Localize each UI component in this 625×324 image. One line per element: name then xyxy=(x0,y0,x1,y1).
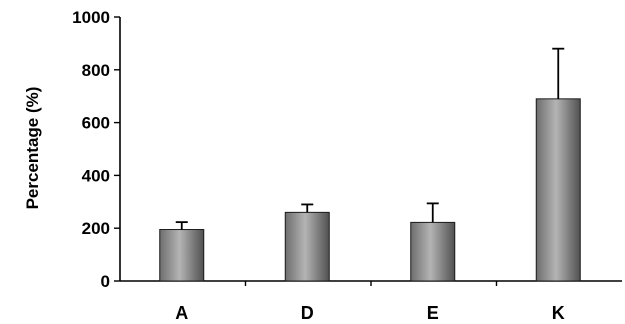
y-axis-label: Percentage (%) xyxy=(23,87,42,210)
x-tick-label-a: A xyxy=(175,303,188,323)
bar-a xyxy=(159,229,205,282)
x-tick-label-e: E xyxy=(427,303,439,323)
y-tick-label: 200 xyxy=(82,219,110,238)
bar-e xyxy=(410,221,456,282)
bar-d xyxy=(284,211,330,282)
y-tick-label: 600 xyxy=(82,114,110,133)
y-tick-label: 400 xyxy=(82,166,110,185)
y-tick-label: 800 xyxy=(82,61,110,80)
bar-k xyxy=(535,98,581,282)
x-tick-label-k: K xyxy=(552,303,565,323)
x-tick-label-d: D xyxy=(301,303,314,323)
y-tick-label: 0 xyxy=(101,272,110,291)
y-tick-label: 1000 xyxy=(72,8,110,27)
plot-area: 0 200 400 600 800 1000 A D E K xyxy=(72,8,622,323)
